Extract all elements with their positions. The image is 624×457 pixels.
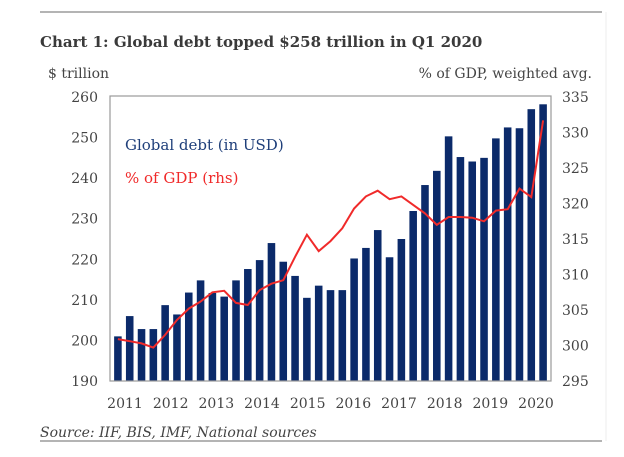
x-tick-label: 2017 (381, 396, 417, 412)
bar (220, 296, 228, 381)
bar (279, 261, 288, 381)
bar (303, 297, 311, 381)
right-tick-label: 315 (562, 232, 589, 248)
bar (149, 329, 158, 381)
bar (314, 285, 323, 381)
bar (373, 230, 382, 381)
left-tick-label: 220 (71, 252, 98, 268)
legend-gdp: % of GDP (rhs) (125, 169, 238, 187)
x-tick-label: 2015 (290, 396, 326, 412)
bar (421, 185, 429, 381)
source-note: Source: IIF, BIS, IMF, National sources (40, 425, 317, 441)
bar (515, 128, 524, 381)
right-tick-label: 325 (562, 161, 589, 177)
bar (468, 161, 477, 381)
right-tick-label: 320 (562, 197, 589, 213)
right-tick-label: 330 (562, 126, 589, 142)
right-axis-label: % of GDP, weighted avg. (419, 66, 592, 82)
bar (137, 329, 146, 381)
bar (385, 257, 394, 381)
bar (539, 104, 547, 381)
bar (208, 292, 217, 381)
x-tick-label: 2012 (153, 396, 189, 412)
chart-title: Chart 1: Global debt topped $258 trillio… (40, 33, 482, 51)
bar (444, 136, 453, 381)
bar (480, 157, 488, 381)
left-tick-label: 260 (71, 90, 98, 106)
gdp-line (117, 120, 545, 349)
x-tick-label: 2019 (473, 396, 509, 412)
bar (326, 290, 335, 381)
left-tick-label: 250 (71, 131, 98, 147)
bar (397, 239, 406, 381)
bar-series (114, 104, 547, 382)
left-tick-label: 230 (71, 212, 98, 228)
left-tick-label: 240 (71, 171, 98, 187)
bar (255, 260, 264, 381)
right-tick-label: 335 (562, 90, 589, 106)
bar (527, 109, 536, 382)
x-tick-label: 2020 (518, 396, 554, 412)
right-tick-label: 310 (562, 268, 589, 284)
left-tick-label: 190 (71, 374, 98, 390)
right-axis: 295 300 305 310 315 320 325 330 335 (562, 90, 589, 390)
bar (161, 305, 169, 381)
x-tick-label: 2014 (244, 396, 280, 412)
bar (492, 138, 500, 381)
bar (362, 247, 370, 381)
left-axis-label: $ trillion (48, 66, 109, 82)
bar (125, 316, 134, 381)
right-tick-label: 300 (562, 339, 589, 355)
right-tick-label: 295 (562, 374, 589, 390)
x-tick-label: 2016 (336, 396, 372, 412)
bar (114, 336, 122, 381)
bar (267, 243, 276, 381)
bar (291, 275, 299, 381)
bar (173, 314, 181, 381)
bar (409, 211, 417, 381)
legend-debt: Global debt (in USD) (125, 136, 284, 154)
bar (338, 290, 347, 381)
right-tick-label: 305 (562, 303, 589, 319)
x-tick-label: 2018 (427, 396, 463, 412)
plot-frame (109, 95, 552, 382)
bar (503, 127, 512, 381)
x-tick-label: 2013 (199, 396, 235, 412)
bar (184, 292, 193, 381)
left-tick-label: 210 (71, 293, 98, 309)
bar (232, 280, 240, 381)
bar (244, 269, 252, 381)
bar (456, 157, 465, 381)
bar (196, 280, 205, 381)
x-axis: 2011 2012 2013 2014 2015 2016 2017 2018 2019 2020 (107, 396, 554, 412)
bar (433, 170, 441, 381)
x-tick-label: 2011 (107, 396, 143, 412)
left-tick-label: 200 (71, 333, 98, 349)
bar (350, 258, 358, 381)
left-axis: 190 200 210 220 230 240 250 260 (71, 90, 98, 390)
